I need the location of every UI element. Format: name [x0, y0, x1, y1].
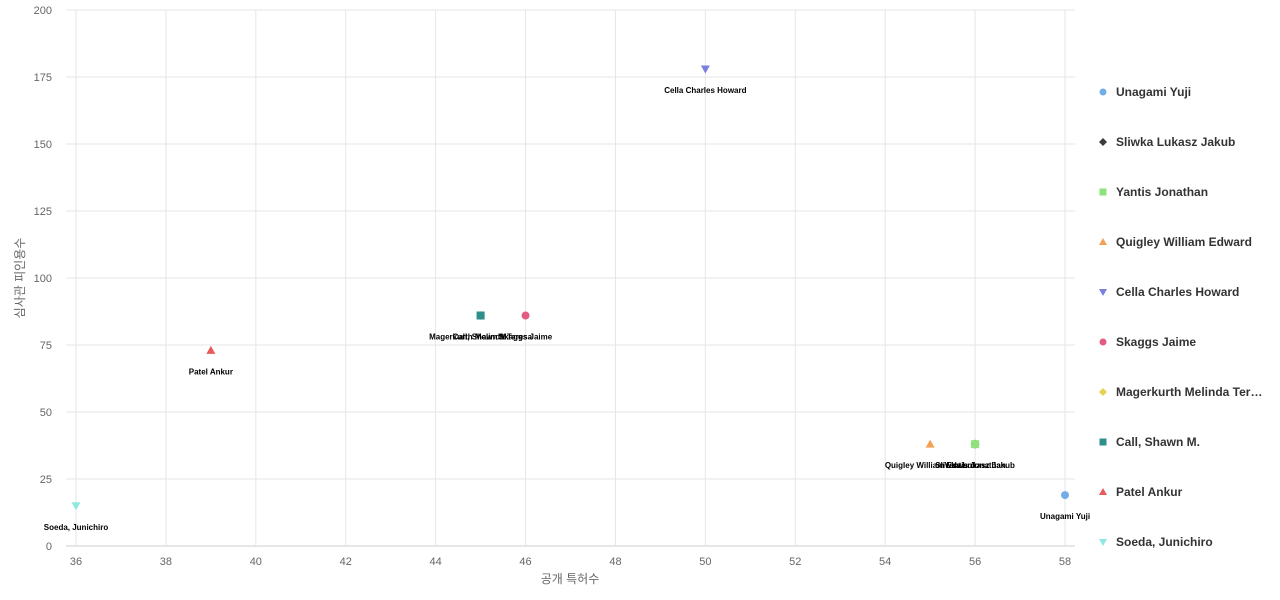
- data-label: Magerkurth Melinda Teresa: [429, 333, 533, 342]
- legend-item[interactable]: Skaggs Jaime: [1099, 335, 1197, 349]
- x-tick-label: 44: [430, 556, 442, 568]
- legend-label: Magerkurth Melinda Ter…: [1116, 385, 1262, 399]
- legend-label: Sliwka Lukasz Jakub: [1116, 135, 1235, 149]
- y-tick-label: 200: [34, 5, 52, 17]
- legend-label: Yantis Jonathan: [1116, 185, 1208, 199]
- data-label: Patel Ankur: [189, 367, 233, 376]
- y-tick-label: 75: [40, 340, 52, 352]
- data-label: Call, Shawn M.: [453, 333, 509, 342]
- legend-item[interactable]: Sliwka Lukasz Jakub: [1099, 135, 1235, 149]
- legend-label: Quigley William Edward: [1116, 235, 1252, 249]
- legend-marker: [1099, 289, 1107, 296]
- x-tick-label: 50: [699, 556, 711, 568]
- data-point: [71, 502, 81, 511]
- data-label: Quigley William Edward: [885, 461, 976, 470]
- legend-label: Cella Charles Howard: [1116, 285, 1239, 299]
- x-tick-label: 48: [609, 556, 621, 568]
- x-tick-label: 52: [789, 556, 801, 568]
- data-point: [1061, 491, 1069, 500]
- x-tick-label: 40: [250, 556, 262, 568]
- data-label: Soeda, Junichiro: [44, 523, 109, 532]
- y-axis-title: 심사관 피인용수: [13, 238, 27, 319]
- data-point: [925, 439, 935, 448]
- data-point: [206, 345, 216, 354]
- legend-item[interactable]: Yantis Jonathan: [1099, 185, 1209, 199]
- legend-label: Skaggs Jaime: [1116, 335, 1196, 349]
- y-tick-label: 50: [40, 407, 52, 419]
- legend-marker: [1099, 238, 1107, 245]
- x-tick-label: 42: [340, 556, 352, 568]
- y-tick-label: 25: [40, 474, 52, 486]
- legend-marker: [1099, 338, 1107, 346]
- legend-label: Unagami Yuji: [1116, 85, 1191, 99]
- x-tick-label: 54: [879, 556, 891, 568]
- axes: 0 25 50 75 100 125 150 175 200 36 38 40 42 44 46 48 50 52…: [34, 5, 1071, 568]
- legend-marker: [1099, 438, 1107, 446]
- x-tick-label: 46: [519, 556, 531, 568]
- grid: [66, 9, 1075, 547]
- data-point: [971, 440, 980, 449]
- legend-item[interactable]: Soeda, Junichiro: [1099, 535, 1213, 549]
- y-tick-label: 100: [34, 273, 52, 285]
- legend-marker: [1099, 88, 1107, 96]
- legend-item[interactable]: Patel Ankur: [1099, 485, 1183, 499]
- data-label: Sliwka Lukasz Jakub: [935, 461, 1015, 470]
- y-tick-label: 150: [34, 139, 52, 151]
- x-tick-label: 56: [969, 556, 981, 568]
- legend-item[interactable]: Unagami Yuji: [1099, 85, 1192, 99]
- y-tick-label: 125: [34, 206, 52, 218]
- data-points: [71, 65, 1069, 511]
- legend-marker: [1099, 539, 1107, 546]
- x-axis-title: 공개 특허수: [541, 572, 600, 586]
- y-tick-label: 0: [46, 541, 52, 553]
- legend-marker: [1099, 138, 1107, 146]
- legend-marker: [1099, 488, 1107, 495]
- legend-item[interactable]: Magerkurth Melinda Ter…: [1099, 385, 1262, 399]
- x-tick-label: 36: [70, 556, 82, 568]
- data-point: [476, 311, 485, 320]
- data-point: [700, 65, 710, 74]
- x-tick-label: 58: [1059, 556, 1071, 568]
- data-label: Skaggs Jaime: [499, 333, 553, 342]
- legend-label: Call, Shawn M.: [1116, 435, 1200, 449]
- legend-item[interactable]: Quigley William Edward: [1099, 235, 1252, 249]
- x-tick-label: 38: [160, 556, 172, 568]
- legend-label: Patel Ankur: [1116, 485, 1183, 499]
- y-tick-label: 175: [34, 72, 52, 84]
- data-point: [521, 311, 530, 320]
- data-label: Unagami Yuji: [1040, 512, 1090, 521]
- data-label: Yantis Jonathan: [944, 461, 1005, 470]
- legend-item[interactable]: Call, Shawn M.: [1099, 435, 1201, 449]
- legend-marker: [1099, 388, 1107, 396]
- legend-marker: [1099, 188, 1107, 196]
- legend-label: Soeda, Junichiro: [1116, 535, 1213, 549]
- legend-item[interactable]: Cella Charles Howard: [1099, 285, 1239, 299]
- legend: Unagami Yuji Sliwka Lukasz Jakub Yantis Jo…: [1099, 85, 1262, 549]
- data-label: Cella Charles Howard: [664, 86, 746, 95]
